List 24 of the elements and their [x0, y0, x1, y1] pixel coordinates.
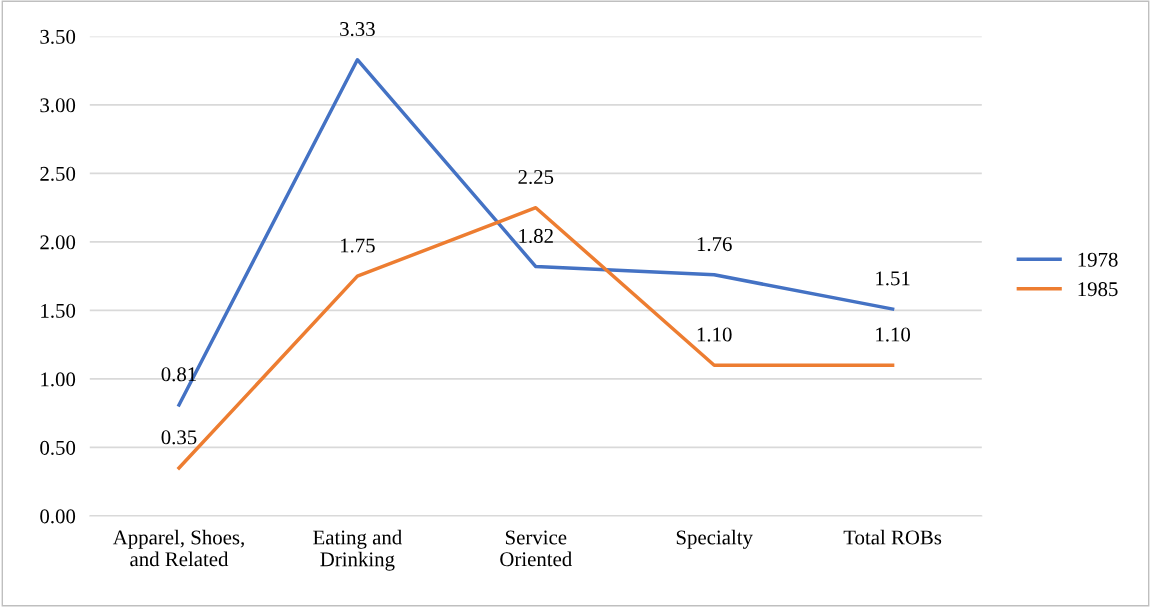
y-tick-label: 0.50 — [40, 440, 76, 455]
legend-label: 1985 — [1078, 282, 1118, 297]
legend-label: 1978 — [1078, 252, 1118, 267]
y-tick-label: 2.00 — [40, 235, 76, 250]
y-tick-label: 2.50 — [40, 166, 76, 181]
data-label: 1.82 — [519, 228, 553, 244]
y-tick-label: 3.00 — [40, 98, 76, 113]
data-label: 2.25 — [518, 170, 554, 185]
y-tick-label: 0.00 — [40, 509, 76, 524]
y-tick-label: 3.50 — [40, 29, 76, 44]
x-tick-label: Total ROBs — [843, 529, 942, 545]
x-tick-label: Service Oriented — [500, 530, 572, 567]
x-tick-label: Specialty — [676, 529, 753, 549]
x-tick-label: Eating and Drinking — [313, 529, 402, 571]
data-label: 1.76 — [697, 237, 732, 252]
data-label: 1.10 — [876, 327, 911, 342]
data-label: 1.10 — [697, 327, 732, 342]
data-label: 3.33 — [340, 22, 375, 37]
y-tick-label: 1.50 — [41, 303, 76, 318]
data-label: 1.75 — [340, 238, 375, 253]
y-tick-label: 1.00 — [41, 372, 76, 387]
x-tick-label: Apparel, Shoes, and Related — [112, 529, 244, 567]
data-label: 1.51 — [876, 271, 910, 286]
data-label: 0.35 — [161, 430, 197, 445]
